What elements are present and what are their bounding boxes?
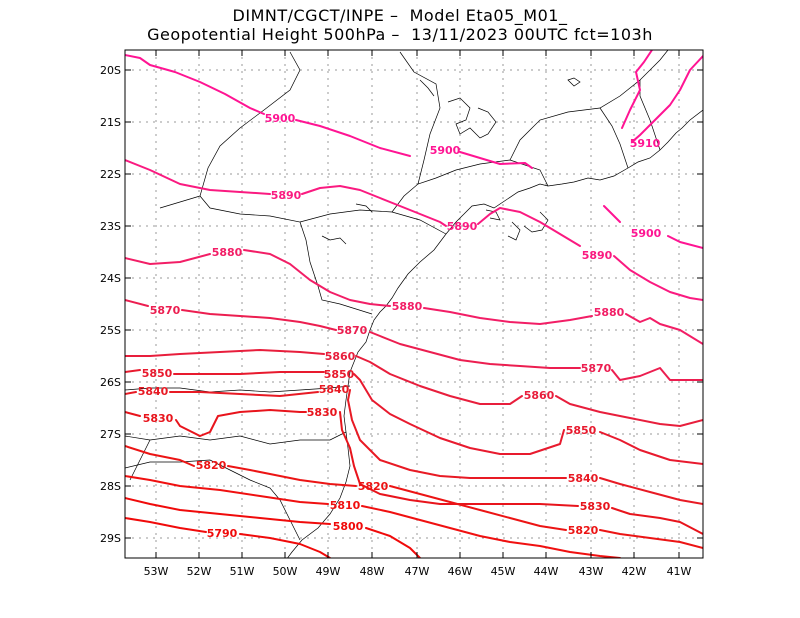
contours <box>125 50 703 558</box>
lon-tick-label: 48W <box>360 565 385 578</box>
contour-label-5830: 5830 <box>307 406 338 419</box>
chart-title: DIMNT/CGCT/INPE – Model Eta05_M01_ Geopo… <box>0 6 800 44</box>
lon-tick-label: 52W <box>187 565 212 578</box>
lon-tick-label: 43W <box>579 565 604 578</box>
title-line-1: DIMNT/CGCT/INPE – Model Eta05_M01_ <box>232 6 568 25</box>
contour-label-5830: 5830 <box>143 412 174 425</box>
contour-label-5890: 5890 <box>582 249 613 262</box>
contour-label-5790: 5790 <box>207 527 238 540</box>
contour-5890 <box>125 159 703 301</box>
lat-tick-label: 20S <box>100 64 121 77</box>
contour-label-5910: 5910 <box>630 137 661 150</box>
lon-tick-label: 45W <box>491 565 516 578</box>
lon-tick-label: 50W <box>273 565 298 578</box>
contour-label-5810: 5810 <box>330 499 361 512</box>
contour-label-5880: 5880 <box>212 246 243 259</box>
contour-5820 <box>125 445 703 549</box>
contour-label-5880: 5880 <box>392 300 423 313</box>
lat-tick-label: 27S <box>100 428 121 441</box>
contour-label-5850: 5850 <box>142 367 173 380</box>
axis-ticks <box>125 50 703 558</box>
contour-label-5840: 5840 <box>138 385 169 398</box>
contour-label-5900: 5900 <box>631 227 662 240</box>
contour-5800 <box>125 497 421 558</box>
contour-label-5860: 5860 <box>325 350 356 363</box>
lat-tick-label: 24S <box>100 272 121 285</box>
lat-tick-label: 29S <box>100 532 121 545</box>
lat-tick-label: 26S <box>100 376 121 389</box>
map-frame <box>124 49 704 559</box>
contour-label-5850: 5850 <box>566 424 597 437</box>
contour-5790 <box>125 517 331 558</box>
contour-label-5840: 5840 <box>319 383 350 396</box>
contour-labels: 5910 5900 5900 5900 5890 5890 5890 5880 5880 5880… <box>138 112 662 540</box>
contour-label-5900: 5900 <box>430 144 461 157</box>
lon-tick-label: 46W <box>448 565 473 578</box>
lon-tick-label: 47W <box>405 565 430 578</box>
contour-label-5830: 5830 <box>580 500 611 513</box>
contour-label-5900: 5900 <box>265 112 296 125</box>
contour-label-5850: 5850 <box>324 368 355 381</box>
lat-tick-label: 23S <box>100 220 121 233</box>
contour-label-5890: 5890 <box>271 189 302 202</box>
contour-5900 <box>125 54 703 249</box>
lat-tick-label: 25S <box>100 324 121 337</box>
contour-5840 <box>125 389 703 505</box>
contour-5910 <box>621 50 703 143</box>
contour-label-5870: 5870 <box>337 324 368 337</box>
lon-tick-label: 42W <box>622 565 647 578</box>
contour-label-5800: 5800 <box>333 520 364 533</box>
contour-label-5820: 5820 <box>358 480 389 493</box>
contour-label-5860: 5860 <box>524 389 555 402</box>
contour-label-5870: 5870 <box>581 362 612 375</box>
state-borders <box>199 51 373 315</box>
lat-tick-label: 28S <box>100 480 121 493</box>
lat-tick-label: 21S <box>100 116 121 129</box>
lon-tick-label: 51W <box>230 565 255 578</box>
contour-label-5820: 5820 <box>196 459 227 472</box>
contour-5830 <box>125 409 703 535</box>
contour-5810 <box>125 475 621 558</box>
lat-tick-label: 22S <box>100 168 121 181</box>
contour-5870 <box>125 299 703 381</box>
contour-label-5840: 5840 <box>568 472 599 485</box>
contour-5860 <box>125 349 703 427</box>
contour-label-5820: 5820 <box>568 524 599 537</box>
title-line-2: Geopotential Height 500hPa – 13/11/2023 … <box>147 25 653 44</box>
contour-label-5870: 5870 <box>150 304 181 317</box>
axis-tick-labels: 20S 21S 22S 23S 24S 25S 26S 27S 28S 29S 53W 52W 51W 5… <box>100 64 692 578</box>
contour-label-5890: 5890 <box>447 220 478 233</box>
contour-5880 <box>125 249 703 345</box>
lon-tick-label: 53W <box>144 565 169 578</box>
contour-label-5880: 5880 <box>594 306 625 319</box>
contour-5850 <box>125 369 703 465</box>
lon-tick-label: 41W <box>667 565 692 578</box>
lon-tick-label: 44W <box>534 565 559 578</box>
lon-tick-label: 49W <box>316 565 341 578</box>
